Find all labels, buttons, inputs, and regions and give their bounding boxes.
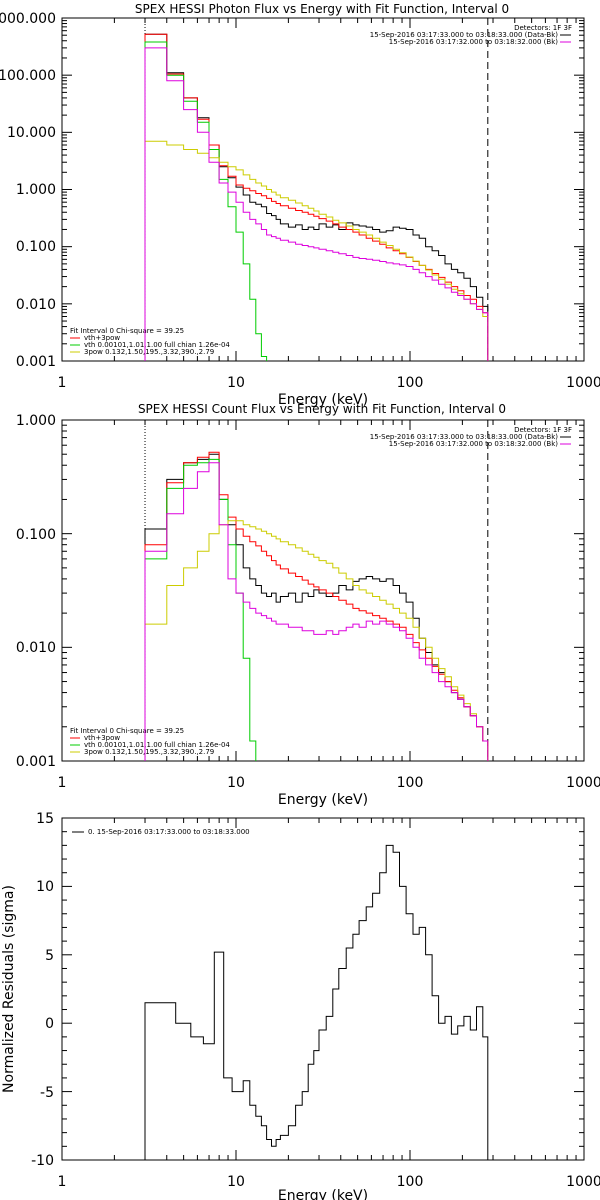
plot-frame (61, 17, 585, 362)
plot-frame (61, 419, 585, 762)
x-tick-label: 10 (227, 775, 245, 791)
x-axis-label: Energy (keV) (278, 392, 368, 408)
legend-top: Detectors: 1F 3F 15-Sep-2016 03:17:33.00… (370, 426, 572, 448)
y-tick-label: 1.000 (16, 413, 56, 429)
y-tick-label: 0.010 (16, 640, 56, 656)
y-axis-label: Normalized Residuals (sigma) (1, 885, 17, 1093)
chart-title: SPEX HESSI Count Flux vs Energy with Fit… (138, 402, 506, 416)
x-axis-label: Energy (keV) (278, 1188, 368, 1200)
series-line-bk (144, 462, 489, 761)
legend-entry-label: 15-Sep-2016 03:17:33.000 to 03:18:33.000… (370, 433, 559, 441)
y-tick-label: 0.100 (16, 239, 56, 255)
series-group (144, 33, 489, 361)
x-tick-label: 100 (397, 1174, 424, 1190)
x-tick-label: 100 (397, 775, 424, 791)
y-tick-label: 15 (36, 811, 54, 827)
y-tick-labels: 0.001 0.010 0.100 1.000 (16, 413, 56, 770)
x-tick-label: 1 (58, 775, 67, 791)
x-tick-label: 100 (397, 375, 424, 391)
y-tick-label: 1000.000 (0, 11, 56, 27)
y-tick-label: 5 (45, 948, 54, 964)
y-tick-label: -10 (31, 1153, 54, 1169)
legend-bottom: Fit Interval 0 Chi-square = 39.25 vth+3p… (70, 327, 230, 356)
count-flux-panel: SPEX HESSI Count Flux vs Energy with Fit… (16, 402, 600, 808)
series-line-data-bk (144, 453, 489, 761)
series-line-vth-3pow (144, 451, 489, 761)
x-tick-label: 1000 (566, 1174, 600, 1190)
series-line-0-15-sep-2016-03-17-33-000-to-03-18-33-000 (144, 844, 489, 1160)
legend-entry-label: vth 0.00101,1.01,1.00 full chian 1.26e-0… (84, 341, 230, 349)
legend-entry-label: 3pow 0.132,1.50,195.,3.32,390.,2.79 (84, 748, 214, 756)
legend-entry-label: 0. 15-Sep-2016 03:17:33.000 to 03:18:33.… (88, 828, 250, 836)
x-axis-label: Energy (keV) (278, 792, 368, 808)
legend-entry-label: 15-Sep-2016 03:17:33.000 to 03:18:33.000… (370, 31, 559, 39)
y-tick-labels: -10 -5 0 5 10 15 (31, 811, 54, 1169)
y-tick-label: 10.000 (7, 125, 56, 141)
axis-ticks (61, 18, 584, 362)
y-tick-labels: 0.001 0.010 0.100 1.000 10.000 100.000 1… (0, 11, 56, 370)
x-tick-label: 1000 (566, 775, 600, 791)
x-tick-labels: 1 10 100 1000 (58, 375, 600, 391)
legend-top: 0. 15-Sep-2016 03:17:33.000 to 03:18:33.… (72, 828, 250, 836)
series-group (144, 844, 489, 1160)
x-tick-labels: 1 10 100 1000 (58, 775, 600, 791)
x-tick-label: 10 (227, 375, 245, 391)
legend-bottom: Fit Interval 0 Chi-square = 39.25 vth+3p… (70, 727, 230, 756)
y-tick-label: 1.000 (16, 182, 56, 198)
photon-flux-panel: SPEX HESSI Photon Flux vs Energy with Fi… (0, 2, 600, 408)
legend-entry-label: 15-Sep-2016 03:17:32.000 to 03:18:32.000… (389, 38, 559, 46)
y-tick-label: 0.100 (16, 527, 56, 543)
legend-header: Detectors: 1F 3F (514, 24, 572, 32)
series-line-vth (144, 41, 272, 361)
legend-entry-label: 3pow 0.132,1.50,195.,3.32,390.,2.79 (84, 348, 214, 356)
axis-ticks (61, 817, 584, 1161)
plot-frame (61, 817, 585, 1161)
y-tick-label: 100.000 (0, 68, 56, 84)
legend-header: Detectors: 1F 3F (514, 426, 572, 434)
x-tick-labels: 1 10 100 1000 (58, 1174, 600, 1190)
legend-entry-label: vth+3pow (84, 334, 120, 342)
chart-title: SPEX HESSI Photon Flux vs Energy with Fi… (135, 2, 509, 16)
series-line-data-bk (144, 33, 489, 361)
series-line-bk (144, 47, 489, 361)
series-line-vth-3pow (144, 33, 489, 361)
y-tick-label: 10 (36, 879, 54, 895)
y-tick-label: 0 (45, 1016, 54, 1032)
x-tick-label: 10 (227, 1174, 245, 1190)
legend-entry-label: 15-Sep-2016 03:17:32.000 to 03:18:32.000… (389, 440, 559, 448)
series-group (144, 451, 489, 761)
series-line-3pow (144, 140, 489, 361)
x-tick-label: 1000 (566, 375, 600, 391)
axis-ticks (61, 420, 584, 762)
series-line-3pow (144, 520, 489, 761)
series-line-vth (144, 458, 262, 761)
y-tick-label: -5 (40, 1085, 54, 1101)
y-tick-label: 0.010 (16, 297, 56, 313)
legend-header: Fit Interval 0 Chi-square = 39.25 (70, 327, 184, 335)
legend-entry-label: vth+3pow (84, 734, 120, 742)
x-tick-label: 1 (58, 375, 67, 391)
y-tick-label: 0.001 (16, 354, 56, 370)
y-tick-label: 0.001 (16, 754, 56, 770)
legend-entry-label: vth 0.00101,1.01,1.00 full chian 1.26e-0… (84, 741, 230, 749)
legend-top: Detectors: 1F 3F 15-Sep-2016 03:17:33.00… (370, 24, 572, 46)
x-tick-label: 1 (58, 1174, 67, 1190)
legend-header: Fit Interval 0 Chi-square = 39.25 (70, 727, 184, 735)
residuals-panel: 1 10 100 1000 -10 -5 0 5 10 15 Energy (k… (1, 811, 600, 1200)
